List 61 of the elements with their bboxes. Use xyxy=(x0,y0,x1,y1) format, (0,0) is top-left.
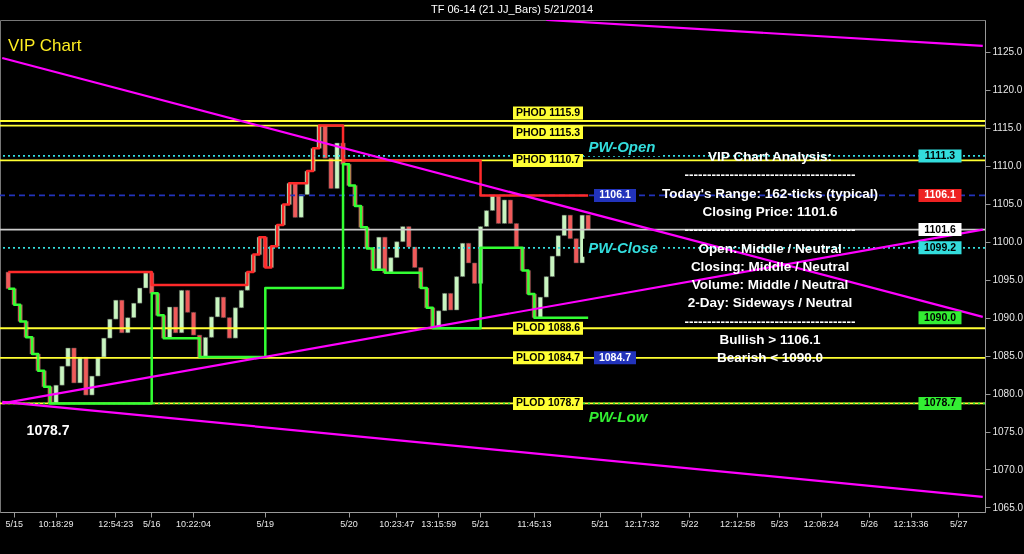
y-tick-label: 1065.0 xyxy=(992,501,1024,513)
annotation: Closing Price: 1101.6 xyxy=(702,203,839,219)
text: VIP Chart xyxy=(8,36,82,55)
annotation: -------------------------------------- xyxy=(684,313,856,329)
x-tick-label: 12:08:24 xyxy=(803,518,839,529)
annotation: 1101.6 xyxy=(924,222,956,235)
x-tick-label: 10:23:47 xyxy=(379,518,415,529)
y-tick-label: 1120.0 xyxy=(992,84,1023,96)
y-tick-label: 1075.0 xyxy=(992,426,1024,438)
y-tick-label: 1100.0 xyxy=(992,236,1023,248)
annotation: 2-Day: Sideways / Neutral xyxy=(687,295,853,311)
x-tick-label: 12:54:23 xyxy=(98,518,134,529)
annotation: 1106.1 xyxy=(924,188,956,201)
x-tick-label: 10:18:29 xyxy=(38,518,74,529)
y-tick-label: 1115.0 xyxy=(992,122,1023,134)
annotation: Today's Range: 162-ticks (typical) xyxy=(661,185,879,201)
x-tick-label: 5/27 xyxy=(950,518,968,529)
x-tick-label: 5/15 xyxy=(5,518,23,529)
ref-line-label: PHOD 1115.9 xyxy=(515,105,581,118)
x-tick-label: 12:12:58 xyxy=(720,518,756,529)
y-tick-label: 1090.0 xyxy=(992,312,1024,324)
ref-line-label: PLOD 1078.7 xyxy=(515,396,581,409)
x-tick-label: 5/20 xyxy=(340,518,358,529)
x-tick-label: 5/21 xyxy=(591,518,609,529)
x-tick-label: 5/23 xyxy=(770,518,789,529)
x-tick-label: 5/19 xyxy=(256,518,275,529)
ref-line-label: PHOD 1115.3 xyxy=(515,125,581,138)
y-tick-label: 1085.0 xyxy=(992,350,1024,362)
x-tick-label: 5/21 xyxy=(471,518,490,529)
ref-line-label: PHOD 1110.7 xyxy=(515,153,581,166)
annotation: -------------------------------------- xyxy=(684,167,856,183)
annotation: 1078.7 xyxy=(923,396,957,409)
annotation: 1090.0 xyxy=(923,310,957,323)
x-tick-label: 13:15:59 xyxy=(421,518,457,529)
annotation: 1099.2 xyxy=(923,240,957,253)
annotation: 1078.7 xyxy=(26,422,70,439)
annotation: -------------------------------------- xyxy=(684,222,856,238)
ref-line-label: PW-Close xyxy=(588,238,658,256)
x-tick-label: 5/26 xyxy=(860,518,878,529)
ref-line-label: PLOD 1084.7 xyxy=(515,350,581,363)
ref-line-label: PLOD 1088.6 xyxy=(515,321,581,334)
x-tick-label: 11:45:13 xyxy=(517,518,552,529)
y-tick-label: 1110.0 xyxy=(992,160,1023,172)
annotation: 1111.3 xyxy=(924,148,956,161)
y-tick-label: 1080.0 xyxy=(992,388,1024,400)
x-tick-label: 12:13:36 xyxy=(893,518,929,529)
y-tick-label: 1070.0 xyxy=(992,463,1024,475)
ref-line-label: PW-Open xyxy=(588,137,656,155)
y-tick-label: 1095.0 xyxy=(992,274,1024,286)
annotation: Volume: Middle / Neutral xyxy=(691,277,849,293)
x-tick-label: 12:17:32 xyxy=(624,518,660,529)
ref-line-label: 1106.1 xyxy=(599,188,631,201)
annotation: Bullish > 1106.1 xyxy=(719,332,821,347)
y-tick-label: 1105.0 xyxy=(992,198,1023,210)
x-tick-label: 10:22:04 xyxy=(176,518,212,529)
annotation: 1084.7 xyxy=(598,350,632,363)
x-tick-label: 5/22 xyxy=(681,518,699,529)
chart-subtitle: TF 06-14 (21 JJ_Bars) 5/21/2014 xyxy=(430,3,594,15)
x-tick-label: 5/16 xyxy=(142,518,161,529)
ref-line-label: PW-Low xyxy=(588,408,649,426)
y-tick-label: 1125.0 xyxy=(992,46,1023,58)
